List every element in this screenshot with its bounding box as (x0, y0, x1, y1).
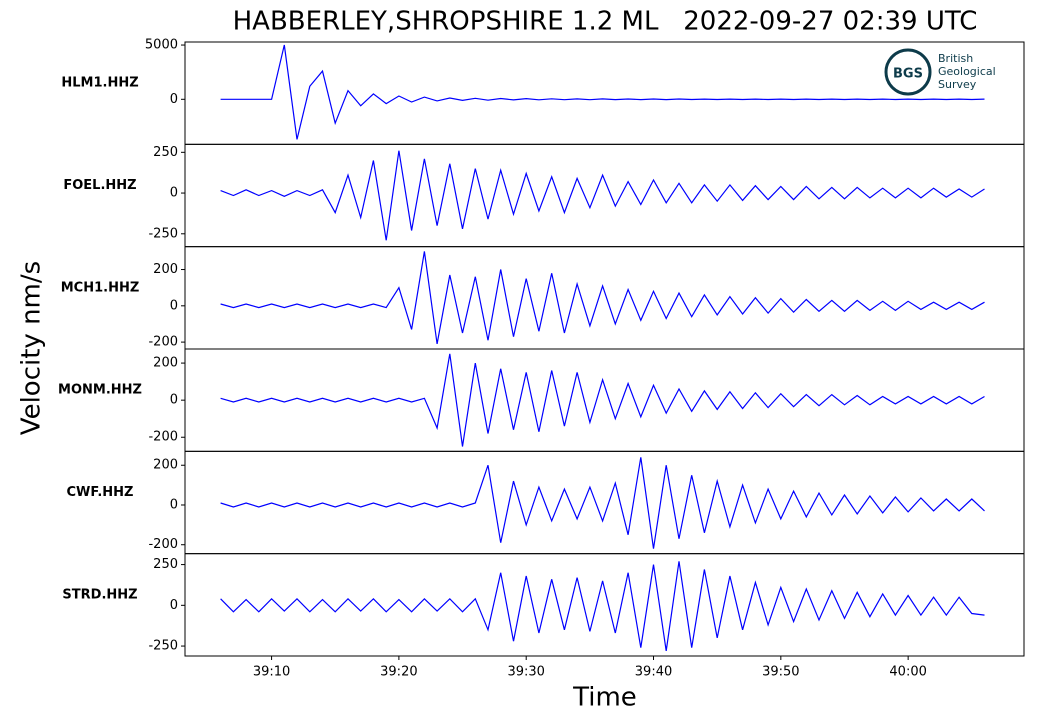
y-tick-label: -200 (148, 430, 178, 445)
station-label: MONM.HHZ (58, 383, 142, 398)
station-label: HLM1.HHZ (61, 76, 138, 91)
y-tick-label: -250 (148, 639, 178, 654)
waveform (220, 251, 985, 345)
waveform (220, 353, 985, 447)
y-tick-label: 200 (153, 356, 178, 371)
logo-ring (884, 48, 932, 96)
station-label: STRD.HHZ (62, 587, 137, 602)
x-tick-label: 39:30 (507, 665, 544, 680)
y-tick-label: 0 (170, 298, 178, 313)
panel-frame (184, 553, 1025, 657)
y-tick-label: 200 (153, 458, 178, 473)
y-tick-label: 5000 (145, 38, 178, 53)
x-tick-label: 39:50 (762, 665, 799, 680)
y-tick-label: 250 (153, 145, 178, 160)
x-tick-label: 39:40 (635, 665, 672, 680)
y-axis-label: Velocity nm/s (17, 261, 47, 435)
panel-frame (184, 450, 1025, 555)
panel-frame (184, 246, 1025, 350)
y-tick-label: 250 (153, 557, 178, 572)
y-tick-label: 0 (170, 393, 178, 408)
y-tick-label: -250 (148, 226, 178, 241)
x-tick-label: 40:00 (889, 665, 926, 680)
y-tick-label: -200 (148, 335, 178, 350)
logo-text: Survey (938, 78, 977, 91)
y-tick-label: 0 (170, 598, 178, 613)
y-tick-label: -200 (148, 537, 178, 552)
waveform (220, 561, 985, 651)
waveform (220, 457, 985, 549)
y-tick-label: 0 (170, 497, 178, 512)
station-label: FOEL.HHZ (63, 178, 136, 193)
x-tick-label: 39:20 (380, 665, 417, 680)
waveform (220, 44, 985, 140)
chart-title: HABBERLEY,SHROPSHIRE 1.2 ML 2022-09-27 0… (233, 7, 978, 37)
panel-frame (184, 348, 1025, 452)
y-tick-label: 0 (170, 186, 178, 201)
logo: BGS British Geological Survey (884, 48, 996, 96)
waveform (220, 150, 985, 241)
x-axis-label: Time (572, 683, 637, 713)
station-label: CWF.HHZ (67, 485, 134, 500)
logo-text: Geological (938, 65, 996, 78)
y-tick-label: 200 (153, 262, 178, 277)
station-label: MCH1.HHZ (61, 280, 140, 295)
logo-mark: BGS (893, 67, 923, 82)
x-tick-label: 39:10 (253, 665, 290, 680)
y-tick-label: 0 (170, 92, 178, 107)
logo-text: British (938, 52, 973, 65)
